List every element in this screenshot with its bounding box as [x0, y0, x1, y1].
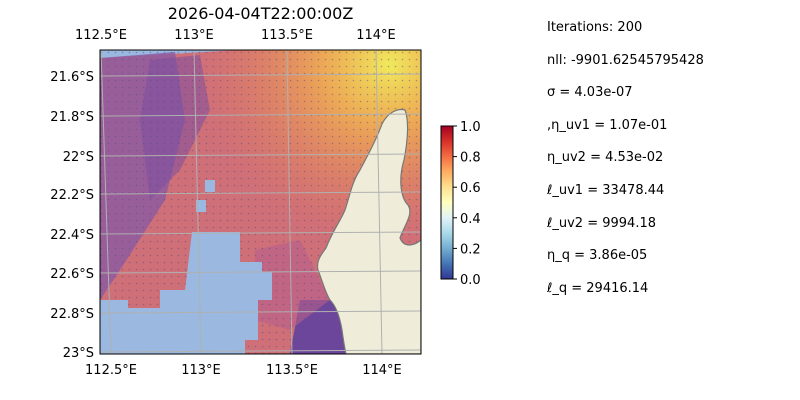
- colorbar-tick-label: 0.2: [460, 242, 481, 257]
- lat-tick-label: 22.6°S: [50, 267, 94, 282]
- masked-area: [100, 180, 272, 354]
- colorbar-tick-label: 0.6: [460, 181, 481, 196]
- map-title: 2026-04-04T22:00:00Z: [167, 4, 354, 23]
- lon-tick-label: 113°E: [174, 28, 214, 43]
- stat-sigma: σ = 4.03e-07: [547, 85, 633, 101]
- gridline: [100, 191, 421, 195]
- lon-tick-label: 113.5°E: [261, 28, 313, 43]
- lon-tick-label: 112.5°E: [85, 363, 137, 378]
- stat-iterations: Iterations: 200: [547, 20, 643, 35]
- lat-tick-label: 21.8°S: [50, 110, 94, 125]
- colorbar-tick-label: 0.8: [460, 151, 481, 166]
- lat-ticks: 21.6°S 21.8°S 22°S 22.2°S 22.4°S 22.6°S …: [50, 70, 94, 361]
- lon-tick-label: 113.5°E: [266, 363, 318, 378]
- colorbar-tick-label: 0.4: [460, 212, 481, 227]
- stat-eta-q: η_q = 3.86e-05: [547, 248, 648, 264]
- land-mass: [316, 108, 421, 354]
- stat-ell-uv2: ℓ_uv2 = 9994.18: [547, 215, 656, 231]
- lon-ticks-bottom: 112.5°E 113°E 113.5°E 114°E: [85, 363, 402, 378]
- lat-tick-label: 22.8°S: [50, 307, 94, 322]
- colorbar: 1.0 0.8 0.6 0.4 0.2 0.0: [440, 120, 481, 288]
- lon-tick-label: 113°E: [181, 363, 221, 378]
- stats-panel: Iterations: 200 nll: -9901.62545795428 σ…: [547, 20, 704, 313]
- gridline: [100, 231, 421, 235]
- stat-ell-uv1: ℓ_uv1 = 33478.44: [547, 182, 665, 198]
- lat-tick-label: 22.4°S: [50, 228, 94, 243]
- lon-tick-label: 114°E: [356, 28, 396, 43]
- gridline: [100, 50, 112, 354]
- gridline: [375, 50, 383, 354]
- colorbar-tick-label: 1.0: [460, 120, 481, 135]
- stat-eta-uv1: ,η_uv1 = 1.07e-01: [547, 117, 668, 133]
- gridline: [100, 153, 421, 157]
- colorbar-gradient: [440, 125, 454, 280]
- lat-tick-label: 22°S: [63, 150, 94, 165]
- colorbar-ticks: 1.0 0.8 0.6 0.4 0.2 0.0: [453, 120, 481, 288]
- lon-ticks-top: 112.5°E 113°E 113.5°E 114°E: [75, 28, 396, 43]
- map-frame: [99, 49, 422, 355]
- gridline: [100, 270, 421, 274]
- stat-eta-uv2: η_uv2 = 4.53e-02: [547, 150, 664, 166]
- gridline: [193, 50, 202, 354]
- lon-tick-label: 112.5°E: [75, 28, 127, 43]
- stat-ell-q: ℓ_q = 29416.14: [547, 280, 649, 296]
- lat-tick-label: 23°S: [63, 346, 94, 361]
- gridline: [100, 73, 421, 77]
- stat-nll: nll: -9901.62545795428: [547, 52, 704, 68]
- gridline: [100, 349, 421, 353]
- gridline: [100, 310, 421, 314]
- colorbar-tick-label: 0.0: [460, 273, 481, 288]
- lon-tick-label: 114°E: [362, 363, 402, 378]
- lat-tick-label: 22.2°S: [50, 188, 94, 203]
- lat-tick-label: 21.6°S: [50, 70, 94, 85]
- map-gridlines: [100, 50, 421, 354]
- gridline: [286, 50, 293, 354]
- gridline: [100, 113, 421, 117]
- map-panel: [100, 50, 421, 354]
